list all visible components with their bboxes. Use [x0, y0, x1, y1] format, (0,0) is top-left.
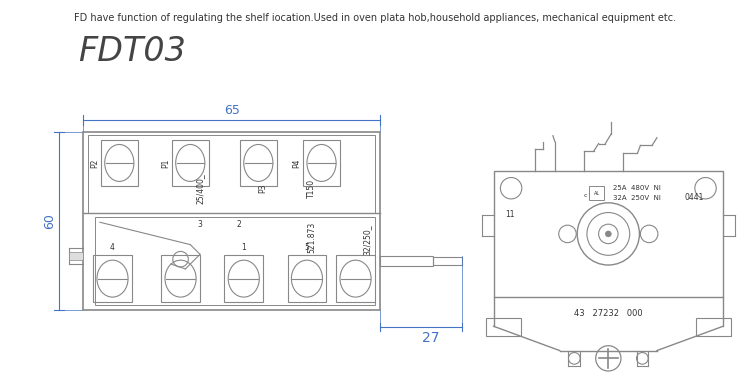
Bar: [303, 140, 340, 186]
Text: P3: P3: [259, 183, 268, 193]
Bar: [380, 256, 433, 266]
Bar: [83, 132, 380, 310]
Text: 25A  480V  NI: 25A 480V NI: [614, 185, 661, 191]
Text: 25/400_: 25/400_: [196, 173, 205, 203]
Bar: [93, 255, 132, 302]
Bar: [224, 255, 263, 302]
Text: FDT03: FDT03: [79, 34, 186, 68]
Bar: [95, 218, 375, 305]
Bar: [486, 318, 520, 336]
Text: c: c: [584, 192, 586, 198]
Text: T150: T150: [308, 179, 316, 198]
Bar: [336, 255, 375, 302]
Bar: [69, 252, 83, 260]
Bar: [161, 255, 200, 302]
Text: AL: AL: [593, 191, 600, 196]
Bar: [240, 140, 277, 186]
Bar: [287, 255, 326, 302]
Text: P1: P1: [160, 158, 170, 168]
Text: 2: 2: [236, 220, 242, 229]
Text: FD have function of regulating the shelf iocation.Used in oven plata hob,househo: FD have function of regulating the shelf…: [74, 13, 676, 23]
Bar: [100, 140, 138, 186]
Text: 65: 65: [224, 104, 239, 117]
Text: P2: P2: [90, 158, 99, 168]
Text: 32/250_: 32/250_: [363, 224, 372, 255]
Text: 32A  250V  NI: 32A 250V NI: [614, 195, 661, 201]
Text: 60: 60: [44, 213, 56, 229]
Text: 5: 5: [304, 243, 310, 252]
Text: 27: 27: [422, 331, 439, 345]
Bar: [433, 257, 463, 265]
Text: 521.873: 521.873: [308, 222, 316, 254]
Text: 3: 3: [197, 220, 202, 229]
Circle shape: [605, 231, 611, 237]
Bar: [494, 171, 723, 297]
Bar: [88, 135, 375, 212]
Bar: [172, 140, 208, 186]
Bar: [589, 186, 604, 200]
Text: 1: 1: [242, 243, 246, 252]
Bar: [696, 318, 730, 336]
Text: 43   27232   000: 43 27232 000: [574, 309, 643, 318]
Text: 0441: 0441: [684, 193, 703, 202]
Text: 4: 4: [110, 243, 115, 252]
Text: 11: 11: [506, 210, 515, 219]
Text: P4: P4: [292, 158, 301, 168]
